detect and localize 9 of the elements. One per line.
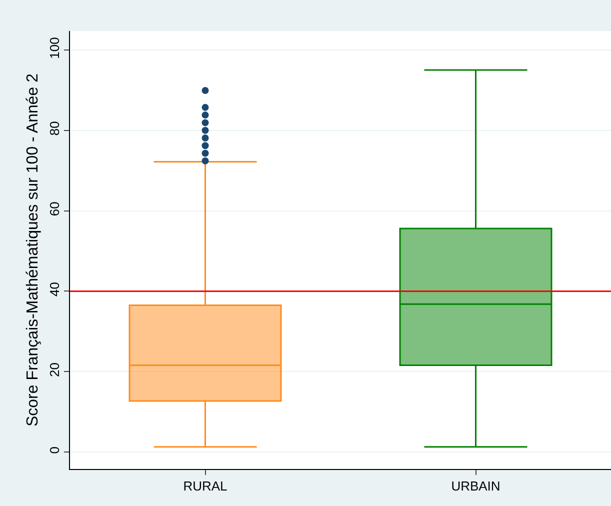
y-tick-label: 40 <box>46 282 62 297</box>
y-tick-label: 60 <box>46 202 62 216</box>
y-axis-title: Score Français-Mathématiques sur 100 - Année 2 <box>24 73 42 427</box>
y-tick-label: 0 <box>46 446 62 454</box>
y-tick-label: 100 <box>46 37 62 59</box>
x-tick-label: URBAIN <box>451 478 500 494</box>
x-tick-label: RURAL <box>183 478 228 494</box>
y-tick-label: 20 <box>46 362 62 377</box>
y-tick-label: 80 <box>46 121 62 136</box>
